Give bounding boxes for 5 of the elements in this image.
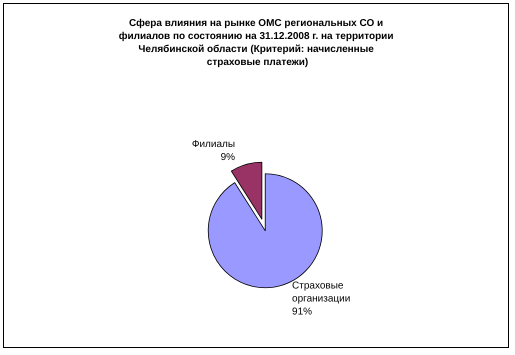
chart-title: Сфера влияния на рынке ОМС региональных СО и филиалов по состоянию на 31.12.2008 г. на территории Челябинской области (Критерий: начисленные страховые платежи) [118,18,396,68]
data-label: 91% [292,306,312,318]
slice-label: Филиалы [192,139,236,150]
slice-label: Страховые организации [292,280,350,304]
data-label: 9% [220,152,236,164]
